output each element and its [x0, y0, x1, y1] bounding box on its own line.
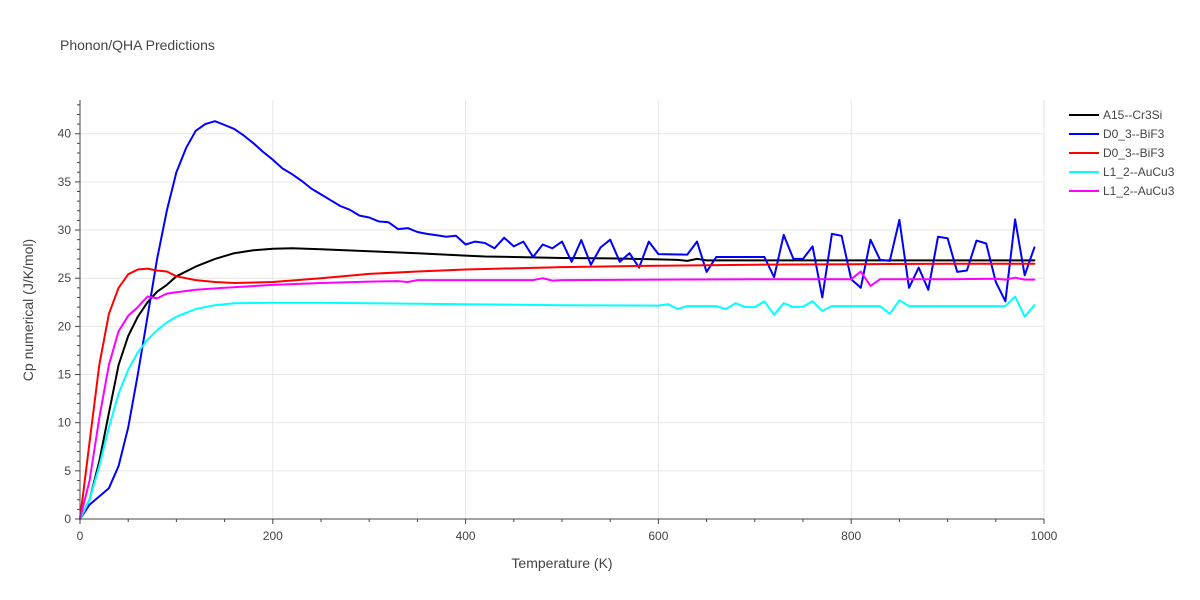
legend-label-2: D0_3--BiF3 [1103, 127, 1165, 141]
legend-label-4: L1_2--AuCu3 [1103, 165, 1175, 179]
series-line-4 [79, 295, 1036, 520]
legend: A15--Cr3Si D0_3--BiF3 D0_3--BiF3 L1_2--AuCu… [1069, 108, 1175, 198]
y-tick-label: 10 [58, 416, 72, 430]
y-tick-label: 35 [58, 175, 72, 189]
y-tick-label: 20 [58, 319, 72, 333]
x-tick-label: 400 [456, 529, 476, 543]
x-tick-label: 800 [841, 529, 861, 543]
series-lines [79, 120, 1036, 520]
x-tick-label: 600 [648, 529, 668, 543]
x-tick-label: 1000 [1031, 529, 1058, 543]
series-line-5 [79, 270, 1036, 520]
series-line-1 [79, 247, 1036, 520]
y-tick-label: 15 [58, 368, 72, 382]
x-axis-title: Temperature (K) [511, 555, 612, 571]
y-tick-label: 0 [64, 512, 71, 526]
x-tick-label: 200 [263, 529, 283, 543]
legend-label-5: L1_2--AuCu3 [1103, 184, 1175, 198]
x-tick-label: 0 [77, 529, 84, 543]
y-tick-label: 40 [58, 127, 72, 141]
tick-labels: 0 200 400 600 800 1000 0 5 10 15 20 25 30 35 40 [58, 127, 1058, 543]
series-line-3 [79, 262, 1036, 520]
axes [75, 100, 1045, 524]
y-tick-label: 25 [58, 271, 72, 285]
grid-lines [80, 100, 1045, 519]
series-line-2 [79, 120, 1036, 520]
chart-title: Phonon/QHA Predictions [60, 37, 215, 53]
legend-label-1: A15--Cr3Si [1103, 108, 1162, 122]
y-axis-title: Cp numerical (J/K/mol) [20, 239, 36, 381]
y-tick-label: 5 [64, 464, 71, 478]
y-tick-label: 30 [58, 223, 72, 237]
legend-label-3: D0_3--BiF3 [1103, 146, 1165, 160]
